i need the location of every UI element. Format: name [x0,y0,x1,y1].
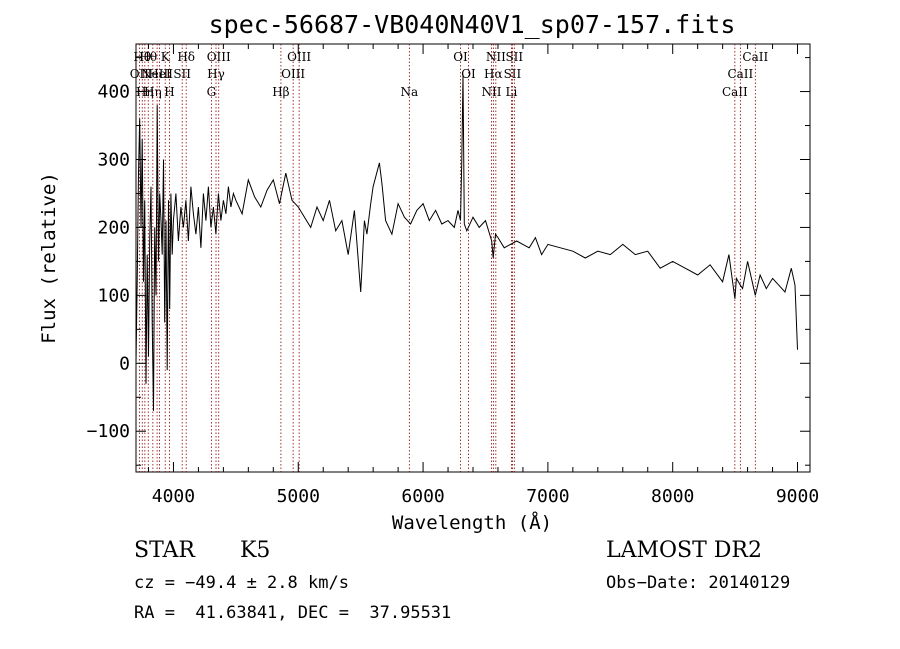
object-class: STAR [134,538,195,563]
line-marker-label: Hθ [139,50,157,64]
spectral-line-markers: OIIHθHηHθHηNeIIIHeIKHSIIHδGHγOIIIHβOIIIO… [130,44,768,472]
line-marker-label: NII [481,85,501,99]
survey-label: LAMOST DR2 [606,538,762,563]
line-marker-label: OI [461,67,476,81]
line-marker-label: SII [173,67,191,81]
line-marker-label: Li [506,85,518,99]
line-marker-label: Hγ [207,67,225,81]
line-marker-label: Hθ [133,50,151,64]
y-tick-label: 100 [97,285,130,306]
axes: 4000 5000 6000 7000 8000 9000 −100 0 100 200 300 40… [87,44,819,507]
line-marker-label: OI [453,50,468,64]
line-marker-label: NII [486,50,506,64]
line-marker-label: SII [504,67,522,81]
line-marker-label: CaII [742,50,768,64]
line-marker-label: G [207,85,217,99]
y-tick-label: 200 [97,217,130,238]
x-tick-label: 6000 [401,486,444,507]
line-marker-label: OIII [207,50,231,64]
coordinates: RA = 41.63841, DEC = 37.95531 [134,603,452,623]
x-tick-label: 4000 [152,486,195,507]
line-marker-label: OII [130,67,150,81]
spectrum-series-line [135,74,798,411]
line-marker-label: OIII [281,67,305,81]
y-tick-label: 300 [97,149,130,170]
line-marker-label: Hβ [272,85,289,99]
line-marker-label: HeI [148,67,171,81]
object-subclass: K5 [240,538,271,563]
line-marker-label: CaII [727,67,753,81]
line-marker-label: H [164,85,174,99]
line-marker-label: SII [505,50,523,64]
line-marker-label: K [161,50,171,64]
line-marker-label: Na [401,85,419,99]
line-marker-label: NeIII [141,67,173,81]
x-axis-label: Wavelength (Å) [392,511,552,534]
line-marker-label: Hδ [177,50,195,64]
y-tick-label: 0 [119,353,130,374]
line-marker-label: Hη [144,85,162,99]
x-tick-label: 5000 [277,486,320,507]
x-tick-label: 9000 [776,486,819,507]
y-tick-label: −100 [87,421,130,442]
y-axis-label: Flux (relative) [38,172,60,344]
line-marker-label: Hα [484,67,503,81]
x-tick-label: 8000 [651,486,694,507]
line-marker-label: CaII [722,85,748,99]
chart-title: spec-56687-VB040N40V1_sp07-157.fits [209,10,736,39]
observation-date: Obs−Date: 20140129 [606,573,791,593]
line-marker-label: OIII [287,50,311,64]
plot-frame [135,43,811,473]
y-tick-label: 400 [97,82,130,103]
redshift-velocity: cz = −49.4 ± 2.8 km/s [134,573,349,593]
x-tick-label: 7000 [526,486,569,507]
